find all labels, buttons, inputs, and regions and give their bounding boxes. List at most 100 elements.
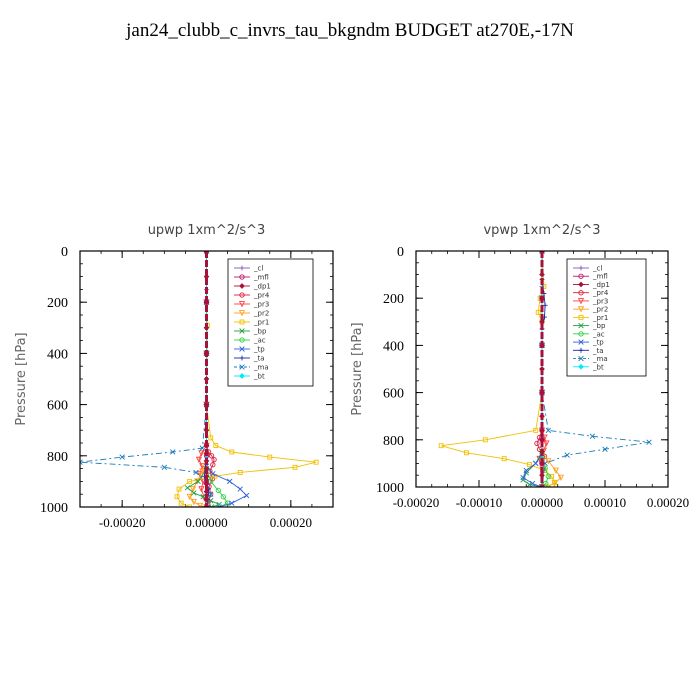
legend-label-ta: _ta: [253, 355, 265, 363]
legend-label-bp: _bp: [253, 328, 267, 336]
data-point-dp1: [203, 496, 210, 503]
data-point-dp1: [539, 472, 545, 479]
chart-panel-1: upwp 1xm^2/s^3 Pressure [hPa] 0 200 400 600 80…: [14, 223, 334, 530]
data-point-ma: [646, 439, 652, 445]
x-tick-label: 0.00000: [185, 515, 227, 530]
data-point-dp1: [203, 324, 210, 331]
data-point-pr2: [186, 493, 193, 501]
data-point-dp1: [539, 484, 545, 487]
y-tick-label: 0: [397, 245, 404, 260]
x-tick-label: 0.00020: [647, 495, 689, 510]
data-point-pr3: [543, 440, 550, 447]
data-point-tp: [210, 471, 216, 477]
legend-label-mfl: _mfl: [592, 273, 608, 281]
data-point-ma: [589, 433, 596, 439]
data-point-tp: [229, 500, 235, 506]
data-point-bp: [191, 490, 197, 496]
legend-marker-bp: [239, 328, 245, 334]
legend-marker-pr2: [238, 310, 246, 317]
legend-marker-cl: [578, 265, 584, 271]
data-point-pr1: [292, 464, 298, 470]
data-point-pr4: [208, 453, 215, 459]
data-point-dp1: [203, 350, 210, 357]
legend-label-ta: _ta: [592, 347, 604, 355]
legend-label-ma: _ma: [592, 355, 608, 363]
legend-label-pr2: _pr2: [253, 310, 269, 318]
legend-label-ma: _ma: [253, 364, 269, 372]
data-point-dp1: [203, 481, 210, 487]
data-point-pr3: [198, 486, 205, 493]
data-point-ma: [564, 452, 570, 458]
data-point-dp1: [539, 436, 545, 443]
data-point-tp: [523, 467, 529, 474]
data-point-pr1: [187, 478, 193, 484]
data-point-pr2: [197, 502, 204, 507]
data-point-dp1: [539, 427, 545, 434]
series-line-ma: [80, 251, 212, 507]
data-point-bp: [184, 485, 191, 491]
data-point-pr1: [545, 484, 551, 487]
legend-label-tp: _tp: [253, 346, 265, 354]
data-point-ac: [224, 500, 231, 506]
data-point-dp1: [203, 442, 210, 449]
data-point-pr1: [533, 427, 539, 433]
data-point-pr1: [176, 486, 182, 492]
data-point-pr3: [198, 450, 205, 457]
data-point-pr1: [549, 473, 554, 479]
x-tick-label: -0.00010: [456, 495, 503, 510]
legend-marker-bp: [578, 322, 584, 329]
legend-label-pr3: _pr3: [592, 297, 608, 305]
plot-frame: [415, 250, 669, 488]
data-point-ma: [161, 464, 168, 471]
data-point-pr1: [313, 459, 319, 465]
data-point-pr1: [208, 435, 214, 441]
data-point-dp1: [539, 342, 545, 349]
legend: _cl_mfl_dp1_pr4_pr3_pr2_pr1_bp_ac_tp_ta_…: [227, 258, 314, 387]
data-point-pr1: [501, 456, 507, 462]
legend-label-pr4: _pr4: [592, 289, 609, 297]
data-point-pr1: [526, 462, 532, 468]
data-point-dp1: [539, 413, 545, 420]
legend-marker-ac: [578, 331, 584, 337]
data-point-pr3: [195, 456, 203, 464]
legend-marker-pr1: [578, 314, 584, 320]
panel-title: upwp 1xm^2/s^3: [148, 223, 266, 238]
y-tick-label: 200: [47, 296, 68, 311]
data-point-tp: [529, 480, 536, 487]
main-title: jan24_clubb_c_invrs_tau_bkgndm BUDGET at…: [126, 20, 574, 41]
data-point-tp: [532, 460, 539, 467]
data-point-ma: [199, 445, 206, 451]
data-point-dp1: [539, 389, 545, 396]
y-tick-label: 800: [47, 450, 68, 465]
data-point-pr4: [211, 456, 217, 463]
data-point-dp1: [203, 251, 210, 254]
legend-label-pr1: _pr1: [592, 314, 608, 322]
data-point-bp: [195, 478, 201, 485]
y-axis-label: Pressure [hPa]: [14, 332, 29, 425]
legend-marker-ma: [239, 364, 245, 370]
data-point-pr2: [190, 499, 197, 506]
panel-title: vpwp 1xm^2/s^3: [483, 223, 600, 238]
legend-marker-dp1: [239, 283, 245, 289]
y-tick-label: 600: [383, 387, 404, 402]
data-point-ma: [193, 469, 199, 476]
data-point-dp1: [203, 473, 210, 480]
data-point-ac: [220, 494, 227, 500]
legend-label-pr4: _pr4: [253, 292, 270, 300]
data-point-dp1: [539, 366, 545, 372]
data-point-tp: [243, 492, 250, 499]
data-point-ta: [542, 302, 548, 308]
legend-label-cl: _cl: [592, 265, 602, 273]
legend-marker-cl: [239, 265, 245, 271]
data-point-dp1: [203, 299, 210, 306]
data-point-pr2: [557, 474, 565, 481]
data-point-dp1: [203, 273, 210, 280]
plot-area: [438, 251, 652, 487]
data-point-pr1: [535, 309, 541, 315]
data-point-tp: [226, 478, 233, 485]
legend-label-ac: _ac: [253, 337, 266, 345]
data-point-dp1: [539, 251, 545, 254]
data-point-pr1: [237, 469, 243, 475]
legend-marker-bt: [239, 373, 245, 379]
